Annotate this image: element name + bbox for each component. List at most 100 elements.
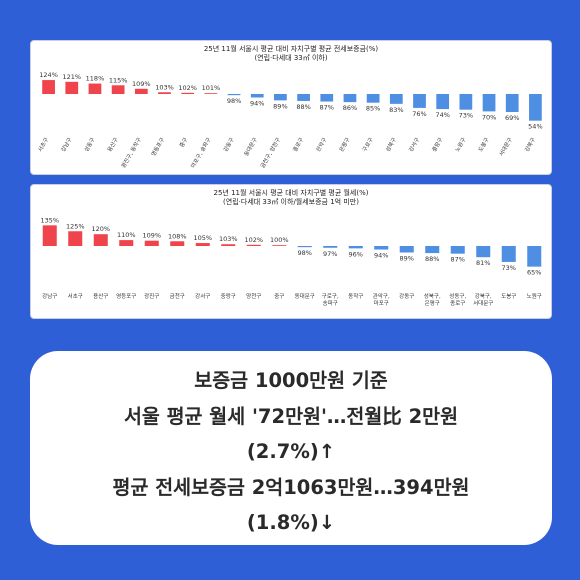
bar [195, 243, 210, 246]
category-label: 구로구,송파구 [322, 293, 339, 307]
svg-text:광진구, 동작구: 광진구, 동작구 [119, 136, 143, 169]
svg-text:양천구: 양천구 [246, 292, 261, 300]
summary-line-5: (1.8%)↓ [246, 511, 336, 534]
value-label: 103% [155, 83, 174, 91]
svg-text:서초구: 서초구 [36, 136, 51, 153]
bar [297, 94, 310, 101]
category-label: 관악구 [314, 136, 329, 153]
chart-title: 25년 11월 서울시 평균 대비 자치구별 평균 전세보증금(%) [203, 45, 379, 53]
svg-text:은평구: 은평구 [425, 300, 440, 307]
value-label: 76% [412, 110, 426, 118]
category-label: 금천구 [170, 292, 185, 300]
bar [348, 246, 363, 249]
value-label: 86% [343, 104, 357, 112]
category-label: 강남구 [42, 292, 57, 300]
category-label: 강북구,서대문구 [473, 293, 493, 307]
bar [476, 246, 491, 258]
category-label: 양천구 [246, 292, 261, 300]
category-label: 종로구 [292, 137, 306, 154]
value-label: 73% [502, 264, 516, 272]
value-label: 81% [476, 259, 490, 267]
svg-text:금천구, 양천구: 금천구, 양천구 [258, 136, 282, 169]
svg-text:강북구,: 강북구, [475, 293, 492, 300]
value-label: 96% [349, 250, 363, 258]
category-label: 도봉구 [477, 137, 491, 154]
bar [221, 244, 236, 246]
bar [170, 241, 185, 246]
category-label: 강북구 [523, 136, 537, 153]
bar [436, 94, 450, 110]
svg-text:광진구: 광진구 [144, 292, 159, 300]
category-label: 강서구 [195, 292, 210, 300]
svg-text:노원구: 노원구 [527, 292, 542, 300]
value-label: 89% [273, 102, 287, 110]
svg-text:노원구: 노원구 [453, 136, 468, 153]
category-label: 마포구, 송파구 [189, 136, 213, 169]
category-label: 강동구 [222, 137, 236, 154]
svg-text:영등포구: 영등포구 [116, 292, 136, 300]
svg-text:동대문구: 동대문구 [295, 292, 315, 300]
category-label: 성북구,은평구 [424, 292, 441, 307]
svg-text:동대문구: 동대문구 [242, 136, 259, 158]
svg-text:강서구: 강서구 [407, 136, 422, 153]
value-label: 70% [482, 113, 496, 121]
bar [366, 94, 380, 103]
value-label: 100% [270, 236, 289, 244]
bar [374, 246, 389, 250]
chart-subtitle: (연립·다세대 33㎡ 이하) [254, 54, 328, 62]
bar [181, 92, 195, 94]
summary-line-1: 보증금 1000만원 기준 [194, 369, 388, 392]
bar [274, 94, 287, 101]
value-label: 101% [202, 84, 221, 92]
category-label: 성동구,종로구 [449, 292, 466, 307]
category-label: 용산구 [105, 136, 120, 153]
svg-text:강남구: 강남구 [59, 136, 74, 153]
value-label: 109% [132, 80, 151, 88]
bar [425, 246, 440, 254]
value-label: 87% [451, 256, 465, 264]
svg-text:중랑구: 중랑구 [221, 293, 236, 300]
bar [320, 94, 334, 102]
value-label: 135% [40, 216, 59, 224]
bar [134, 88, 148, 94]
svg-text:중구: 중구 [178, 137, 189, 149]
bar [68, 231, 83, 246]
value-label: 65% [527, 269, 541, 277]
svg-text:구로구,: 구로구, [322, 293, 339, 300]
category-label: 광진구, 동작구 [119, 136, 143, 169]
bar [42, 225, 57, 246]
monthly-rent-bar-chart: 135% 강남구 125% 서초구 120% 용산구 110% 영등포구 109% 광진구 108%… [40, 216, 542, 307]
bar [450, 246, 465, 254]
category-label: 노원구 [527, 292, 542, 300]
value-label: 115% [109, 76, 128, 84]
value-label: 125% [66, 222, 85, 230]
value-label: 105% [193, 234, 212, 242]
bar [88, 83, 102, 94]
value-label: 110% [117, 231, 136, 239]
category-label: 강남구 [59, 136, 74, 153]
bar [413, 94, 426, 108]
svg-text:관악구: 관악구 [314, 136, 329, 153]
svg-text:강서구: 강서구 [195, 292, 210, 300]
svg-text:강동구: 강동구 [222, 137, 236, 154]
value-label: 118% [86, 75, 105, 83]
jeonse-chart-card: 25년 11월 서울시 평균 대비 자치구별 평균 전세보증금(%) (연립·다… [30, 40, 552, 175]
svg-text:금천구: 금천구 [170, 292, 185, 300]
category-label: 관악구,마포구 [373, 292, 390, 307]
svg-text:강남구: 강남구 [42, 292, 57, 300]
bar [204, 93, 218, 94]
chart-subtitle: (연립·다세대 33㎡ 이하/월세보증금 1억 미만) [223, 198, 359, 206]
svg-text:성동구: 성동구 [82, 136, 97, 153]
category-label: 노원구 [453, 136, 468, 153]
bar [323, 246, 338, 248]
category-label: 중구 [274, 293, 284, 300]
svg-text:송파구: 송파구 [323, 299, 338, 307]
category-label: 동대문구 [295, 292, 315, 300]
value-label: 54% [528, 123, 542, 131]
bar [389, 94, 403, 104]
bar [459, 94, 473, 110]
svg-text:동작구: 동작구 [348, 293, 363, 300]
value-label: 88% [296, 103, 310, 111]
value-label: 89% [400, 254, 414, 262]
category-label: 강서구 [407, 136, 422, 153]
